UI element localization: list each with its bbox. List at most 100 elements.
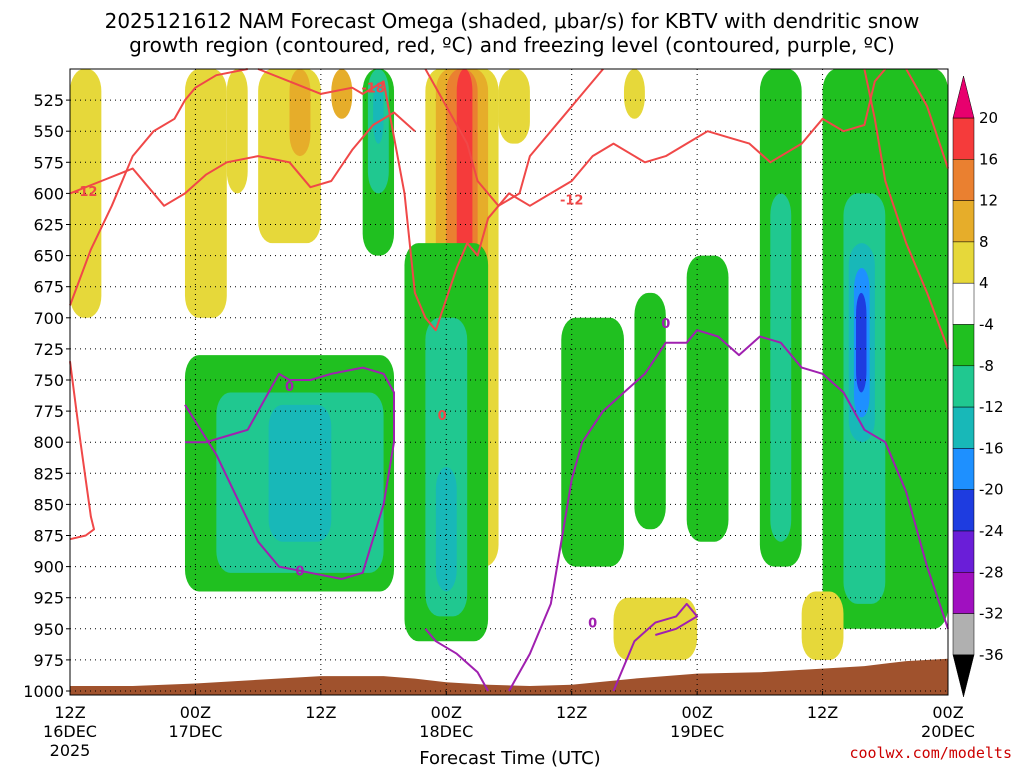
x-tick-label-36: 00Z	[431, 703, 462, 722]
colorbar-label-2: 16	[979, 150, 998, 168]
y-tick-label-625: 625	[33, 216, 64, 235]
colorbar-label-5: 4	[979, 274, 989, 292]
colorbar-label-3: 12	[979, 192, 998, 210]
x-tick-label-72: 12Z	[807, 703, 838, 722]
y-axis-ticks: 525 550 575 600 625 650 675 700 725 750 775 800 825 8…	[23, 91, 70, 701]
colorbar-box-12	[952, 572, 975, 614]
plot-frame	[69, 68, 949, 696]
chart-title-line1: 2025121612 NAM Forecast Omega (shaded, μ…	[105, 9, 920, 33]
colorbar-label-1: 20	[979, 109, 998, 127]
freezing-contour-4	[612, 602, 699, 692]
x-tick-label-0: 12Z	[54, 703, 85, 722]
colorbar-label-7: -8	[979, 357, 994, 375]
contour-label-3: -18	[361, 82, 385, 97]
y-tick-label-700: 700	[33, 309, 64, 328]
freezing-contour-1	[184, 366, 395, 580]
dgz-contour-2	[69, 111, 416, 207]
x-tick-label-12: 00Z	[180, 703, 211, 722]
y-tick-label-900: 900	[33, 558, 64, 577]
omega-cell-11	[498, 69, 530, 144]
y-tick-label-725: 725	[33, 340, 64, 359]
dgz-contour-5	[863, 68, 949, 350]
y-tick-label-525: 525	[33, 91, 64, 110]
freezing-level-contours	[184, 329, 949, 692]
omega-cell-12	[623, 69, 645, 119]
y-tick-label-825: 825	[33, 464, 64, 483]
colorbar-label-9: -16	[979, 439, 1004, 457]
omega-cell-16	[268, 404, 332, 542]
colorbar-box-10	[952, 489, 975, 532]
y-tick-label-950: 950	[33, 620, 64, 639]
colorbar-box-7	[952, 365, 975, 408]
y-tick-label-800: 800	[33, 433, 64, 452]
x-tick-label-60: 00Z	[681, 703, 712, 722]
dgz-contour-6	[69, 361, 95, 541]
colorbar-box-8	[952, 406, 975, 449]
y-tick-label-600: 600	[33, 184, 64, 203]
contour-label-8: 0	[661, 317, 670, 332]
omega-cell-5	[289, 69, 311, 157]
y-tick-label-975: 975	[33, 651, 64, 670]
colorbar-top-arrow	[952, 75, 975, 119]
x-tick-label-48: 12Z	[556, 703, 587, 722]
contour-label-4: 0	[438, 409, 447, 424]
x-tick-label-24: 12Z	[305, 703, 336, 722]
colorbar-box-11	[952, 530, 975, 573]
contour-label-1: -12	[74, 185, 98, 200]
colorbar-label-6: -4	[979, 316, 994, 334]
colorbar-box-4	[952, 241, 975, 284]
dgz-contour-1	[69, 68, 248, 306]
omega-cell-34	[801, 591, 844, 660]
y-tick-label-575: 575	[33, 153, 64, 172]
x-tick-year-0: 2025	[50, 741, 91, 760]
y-tick-label-850: 850	[33, 495, 64, 514]
colorbar-label-12: -28	[979, 563, 1004, 581]
y-tick-label-1000: 1000	[23, 682, 64, 701]
y-tick-label-925: 925	[33, 589, 64, 608]
dgz-contour-7	[905, 68, 949, 169]
omega-cell-32	[856, 292, 867, 393]
y-tick-label-875: 875	[33, 527, 64, 546]
colorbar-box-3	[952, 200, 975, 243]
colorbar-label-10: -20	[979, 481, 1004, 499]
freezing-contour-3	[508, 329, 949, 692]
credit-url[interactable]: coolwx.com/modelts	[849, 744, 1012, 762]
colorbar-label-8: -12	[979, 398, 1004, 416]
y-tick-label-775: 775	[33, 402, 64, 421]
colorbar-box-2	[952, 159, 975, 201]
y-tick-label-675: 675	[33, 278, 64, 297]
colorbar-box-13	[952, 613, 975, 656]
colorbar-box-9	[952, 448, 975, 490]
contour-label-7: 0	[588, 617, 597, 632]
freezing-contour-2	[424, 628, 489, 692]
chart-title-line2: growth region (contoured, red, ºC) and f…	[129, 33, 895, 57]
colorbar-label-11: -24	[979, 522, 1004, 540]
colorbar-box-5	[952, 282, 975, 325]
omega-cell-25	[686, 255, 729, 542]
x-tick-label-84: 00Z	[932, 703, 963, 722]
contour-label-5: 0	[285, 380, 294, 395]
colorbar-bottom-arrow	[952, 654, 975, 697]
contour-label-6: 0	[295, 564, 304, 579]
x-tick-date-60: 19DEC	[670, 722, 724, 741]
x-tick-date-36: 18DEC	[419, 722, 473, 741]
contour-label-2: -12	[560, 194, 584, 209]
x-tick-date-0: 16DEC	[43, 722, 97, 741]
omega-cell-23	[561, 317, 624, 567]
x-tick-date-12: 17DEC	[168, 722, 222, 741]
omega-cell-3	[226, 69, 248, 194]
omega-shading	[70, 69, 948, 660]
colorbar-label-14: -36	[979, 646, 1004, 664]
dgz-contours	[69, 68, 949, 541]
colorbar-label-4: 8	[979, 233, 989, 251]
y-tick-label-750: 750	[33, 371, 64, 390]
colorbar-box-6	[952, 324, 975, 367]
terrain-fill	[70, 658, 948, 695]
dgz-contour-3	[257, 68, 887, 332]
terrain-surface	[70, 658, 948, 695]
dgz-contour-4	[424, 68, 604, 207]
colorbar-box-1	[952, 117, 975, 160]
omega-cell-6	[331, 69, 353, 119]
